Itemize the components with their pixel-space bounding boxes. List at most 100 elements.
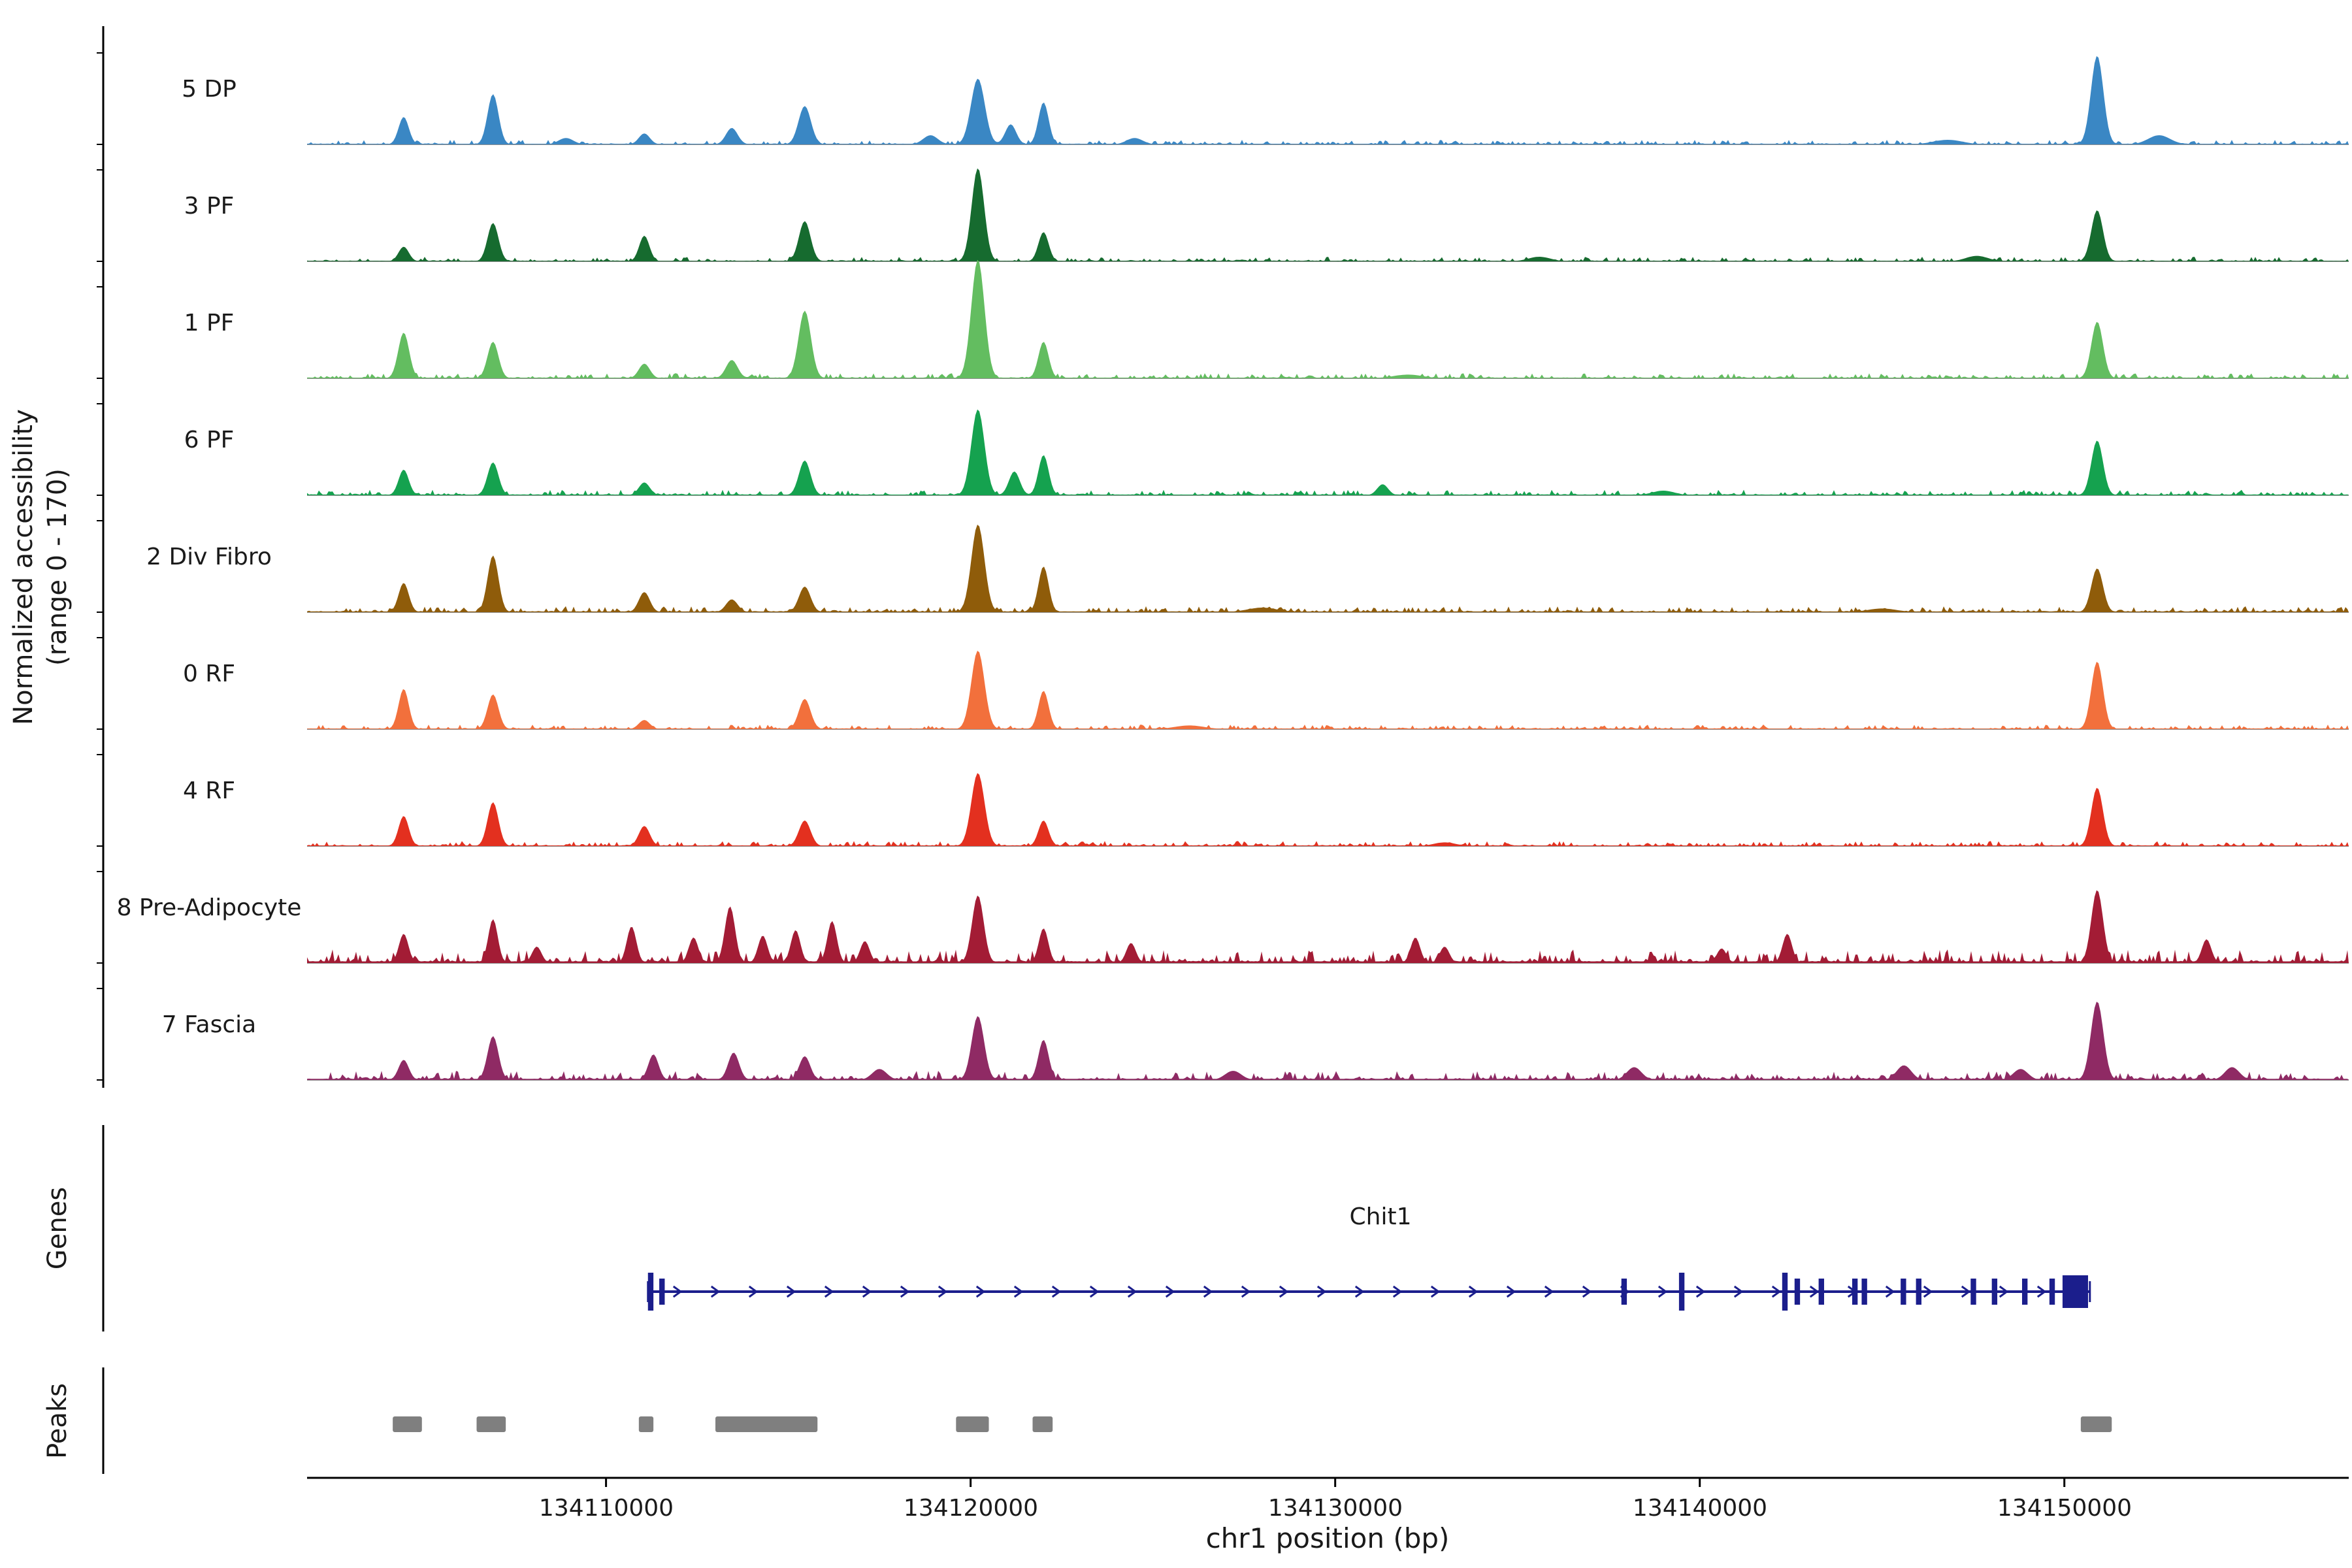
strand-arrow-icon [1771, 1285, 1782, 1298]
coverage-signal [307, 651, 2349, 729]
strand-arrow-icon [748, 1285, 759, 1298]
strand-arrow-icon [786, 1285, 796, 1298]
strand-arrow-icon [1999, 1285, 2009, 1298]
strand-arrow-icon [1051, 1285, 1062, 1298]
x-tick-label: 134130000 [1267, 1495, 1403, 1522]
x-tick-label: 134110000 [538, 1495, 674, 1522]
x-axis [307, 1477, 2349, 1487]
x-axis-title: chr1 position (bp) [1205, 1522, 1450, 1554]
coverage-signal [307, 890, 2349, 963]
coverage-signal [307, 259, 2349, 378]
track-label-2-div-fibro: 2 Div Fibro [146, 544, 272, 570]
strand-arrow-icon [900, 1285, 910, 1298]
track-label-7-fascia: 7 Fascia [161, 1011, 257, 1038]
gene-model-chit1 [647, 1273, 2091, 1311]
strand-arrow-icon [1658, 1285, 1668, 1298]
strand-arrow-icon [1695, 1285, 1706, 1298]
coverage-track-0-rf [307, 651, 2349, 730]
peak-box [2080, 1416, 2112, 1432]
coverage-track-1-pf [307, 259, 2349, 379]
strand-arrow-icon [1544, 1285, 1554, 1298]
strand-arrow-icon [1279, 1285, 1289, 1298]
track-label-4-rf: 4 RF [182, 777, 236, 804]
strand-arrow-icon [1089, 1285, 1100, 1298]
strand-arrow-icon [824, 1285, 834, 1298]
gene-exon [1678, 1273, 1685, 1311]
strand-arrow-icon [1885, 1285, 1895, 1298]
coverage-signal [307, 409, 2349, 495]
x-tick-label: 134120000 [903, 1495, 1039, 1522]
strand-arrow-icon [1582, 1285, 1592, 1298]
strand-arrow-icon [1316, 1285, 1327, 1298]
strand-arrow-icon [1165, 1285, 1175, 1298]
gene-exon [2022, 1279, 2028, 1305]
coverage-track-2-div-fibro [307, 525, 2349, 613]
strand-arrow-icon [1354, 1285, 1365, 1298]
strand-arrow-icon [1430, 1285, 1441, 1298]
gene-name-chit1: Chit1 [1349, 1203, 1412, 1230]
x-tick-label: 134150000 [1997, 1495, 2132, 1522]
peak-box [715, 1416, 818, 1432]
track-label-3-pf: 3 PF [184, 193, 235, 220]
strand-arrow-icon [975, 1285, 986, 1298]
gene-exon [1861, 1279, 1867, 1305]
strand-arrow-icon [1506, 1285, 1516, 1298]
y-axis-title-line1: Normalized accessibility [8, 409, 39, 725]
peak-box [638, 1416, 654, 1432]
peak-box [1032, 1416, 1053, 1432]
coverage-track-4-rf [307, 773, 2349, 847]
track-label-6-pf: 6 PF [184, 427, 235, 453]
strand-arrow-icon [1127, 1285, 1137, 1298]
peak-box [476, 1416, 506, 1432]
x-tick-label: 134140000 [1632, 1495, 1768, 1522]
gene-exon [1901, 1279, 1906, 1305]
coverage-tracks [307, 56, 2349, 1081]
strand-arrow-icon [1392, 1285, 1403, 1298]
strand-arrow-icon [1203, 1285, 1213, 1298]
strand-arrow-icon [1961, 1285, 1971, 1298]
strand-arrow-icon [1241, 1285, 1251, 1298]
coverage-signal [307, 168, 2349, 261]
peak-box [956, 1416, 989, 1432]
strand-arrow-icon [2036, 1285, 2047, 1298]
coverage-track-7-fascia [307, 1002, 2349, 1081]
coverage-signal [307, 525, 2349, 612]
strand-arrow-icon [672, 1285, 683, 1298]
section-spines [97, 26, 105, 1474]
strand-arrow-icon [938, 1285, 948, 1298]
coverage-track-3-pf [307, 168, 2349, 262]
strand-arrow-icon [710, 1285, 721, 1298]
coverage-track-8-pre-adipocyte [307, 890, 2349, 964]
peaks-track [393, 1416, 2112, 1432]
peak-box [393, 1416, 422, 1432]
strand-arrow-icon [1809, 1285, 1820, 1298]
strand-arrow-icon [1733, 1285, 1744, 1298]
strand-arrow-icon [1468, 1285, 1478, 1298]
strand-arrow-icon [1013, 1285, 1024, 1298]
track-label-5-dp: 5 DP [182, 76, 237, 103]
coverage-track-5-dp [307, 56, 2349, 145]
gene-exon [1621, 1279, 1627, 1305]
coverage-track-6-pf [307, 409, 2349, 496]
coverage-signal [307, 773, 2349, 846]
gene-exon [659, 1279, 665, 1305]
peaks-section-label: Peaks [42, 1383, 73, 1459]
coverage-signal [307, 1002, 2349, 1080]
coverage-signal [307, 56, 2349, 145]
gene-exon [1991, 1279, 1998, 1305]
strand-arrow-icon [862, 1285, 872, 1298]
gene-exon [2049, 1279, 2055, 1305]
strand-arrow-icon [1923, 1285, 1933, 1298]
track-label-1-pf: 1 PF [184, 310, 235, 336]
gene-exon [1818, 1279, 1824, 1305]
gene-exon [1970, 1279, 1976, 1305]
track-label-8-pre-adipocyte: 8 Pre-Adipocyte [116, 894, 302, 921]
gene-exon [647, 1273, 654, 1311]
genes-section-label: Genes [42, 1186, 73, 1270]
gene-exon [1782, 1273, 1788, 1311]
gene-exon [1852, 1279, 1858, 1305]
gene-exon [1916, 1279, 1921, 1305]
gene-exon [1794, 1279, 1801, 1305]
